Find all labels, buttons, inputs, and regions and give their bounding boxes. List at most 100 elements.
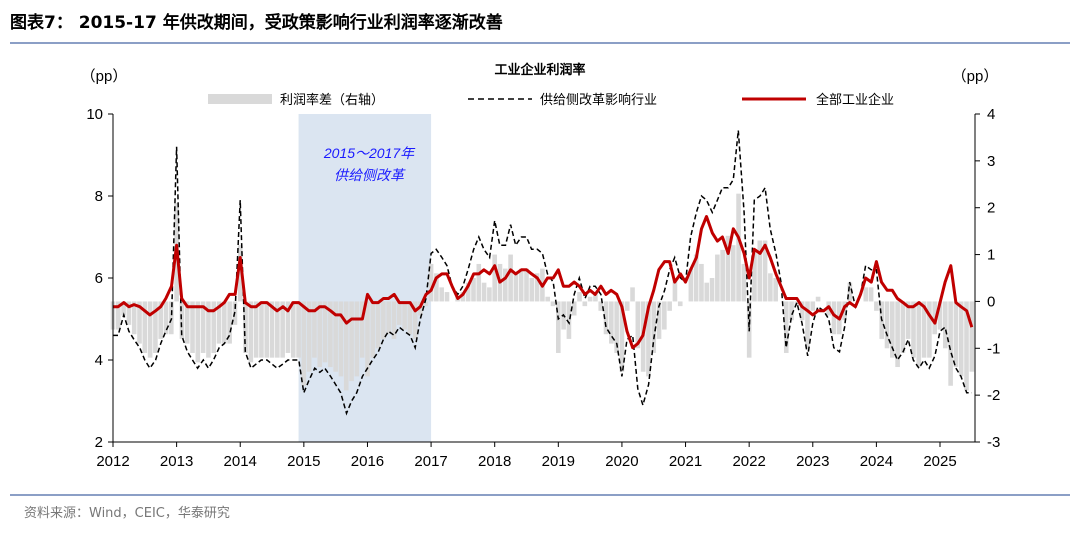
diff-bar bbox=[921, 301, 927, 358]
diff-bar bbox=[741, 263, 747, 302]
diff-bar bbox=[206, 301, 211, 358]
diff-bar bbox=[874, 301, 879, 311]
right-tick-label: 2 bbox=[987, 200, 995, 217]
diff-bar bbox=[444, 292, 450, 302]
diff-bar bbox=[630, 287, 635, 302]
diff-bar bbox=[805, 301, 810, 349]
diff-bar bbox=[582, 301, 588, 307]
right-tick-label: 1 bbox=[987, 247, 995, 264]
diff-bar bbox=[163, 301, 169, 335]
diff-bar bbox=[264, 301, 270, 358]
legend-label-all: 全部工业企业 bbox=[816, 92, 894, 107]
diff-bar bbox=[916, 301, 922, 368]
diff-bar bbox=[407, 301, 413, 335]
diff-bar bbox=[651, 301, 657, 353]
diff-bar bbox=[285, 301, 291, 353]
bottom-rule bbox=[10, 494, 1070, 496]
diff-bar bbox=[121, 301, 126, 316]
diff-bar bbox=[783, 301, 789, 353]
diff-bar bbox=[471, 278, 476, 302]
legend: 利润率差（右轴） 供给侧改革影响行业 全部工业企业 bbox=[208, 92, 894, 107]
bars-layer bbox=[110, 193, 975, 391]
x-tick-label: 2017 bbox=[414, 453, 447, 470]
diff-bar bbox=[503, 268, 508, 302]
diff-bar bbox=[789, 301, 794, 321]
diff-bar bbox=[333, 301, 338, 372]
diff-bar bbox=[306, 301, 312, 372]
diff-bar bbox=[216, 301, 222, 344]
diff-bar bbox=[381, 301, 386, 339]
diff-bar bbox=[593, 292, 598, 302]
left-unit-label: （pp） bbox=[81, 68, 128, 85]
diff-bar bbox=[243, 301, 248, 353]
diff-bar bbox=[375, 301, 381, 349]
highlight-layer bbox=[298, 114, 432, 442]
diff-bar bbox=[147, 301, 153, 358]
legend-label-supply: 供给侧改革影响行业 bbox=[540, 92, 657, 107]
diff-bar bbox=[428, 263, 434, 302]
diff-bar bbox=[359, 301, 365, 358]
diff-bar bbox=[704, 282, 710, 302]
diff-bar bbox=[609, 301, 614, 344]
diff-bar bbox=[370, 301, 376, 358]
diff-bar bbox=[116, 301, 121, 330]
diff-bar bbox=[969, 301, 975, 372]
diff-bar bbox=[688, 268, 694, 302]
diff-bar bbox=[423, 301, 429, 307]
diff-bar bbox=[296, 301, 301, 358]
diff-bar bbox=[391, 301, 397, 339]
diff-bar bbox=[222, 301, 227, 344]
diff-bar bbox=[587, 296, 593, 302]
highlight-band bbox=[298, 114, 432, 442]
diff-bar bbox=[556, 301, 561, 353]
diff-bar bbox=[799, 301, 805, 321]
diff-bar bbox=[752, 249, 757, 302]
diff-bar bbox=[253, 301, 259, 358]
diff-bar bbox=[195, 301, 201, 363]
legend-label-diff: 利润率差（右轴） bbox=[280, 92, 384, 107]
top-rule bbox=[10, 42, 1070, 44]
left-tick-label: 10 bbox=[86, 106, 103, 123]
diff-bar bbox=[598, 301, 604, 311]
all-industrial-line bbox=[113, 215, 974, 350]
diff-bar bbox=[884, 301, 890, 349]
diff-bar bbox=[492, 254, 497, 302]
diff-bar bbox=[439, 287, 444, 302]
x-tick-label: 2023 bbox=[796, 453, 829, 470]
diff-bar bbox=[465, 282, 471, 302]
diff-bar bbox=[831, 301, 837, 335]
diff-bar bbox=[365, 301, 370, 377]
diff-bar bbox=[900, 301, 906, 353]
diff-bar bbox=[338, 301, 344, 377]
left-tick-label: 8 bbox=[95, 188, 103, 205]
supply-side-line bbox=[113, 130, 972, 416]
diff-bar bbox=[571, 301, 577, 316]
right-tick-label: -2 bbox=[987, 387, 1000, 404]
diff-bar bbox=[842, 301, 847, 321]
x-tick-label: 2019 bbox=[542, 453, 575, 470]
diff-bar bbox=[354, 301, 360, 377]
right-tick-label: 4 bbox=[987, 106, 995, 123]
diff-bar bbox=[169, 301, 174, 335]
x-tick-label: 2022 bbox=[732, 453, 765, 470]
diff-bar bbox=[248, 301, 254, 363]
diff-bar bbox=[280, 301, 285, 358]
x-tick-label: 2025 bbox=[923, 453, 956, 470]
diff-bar bbox=[481, 282, 487, 302]
diff-bar bbox=[269, 301, 275, 358]
diff-bar bbox=[810, 301, 816, 311]
figure-title: 图表7： 2015-17 年供改期间，受政策影响行业利润率逐渐改善 bbox=[10, 13, 503, 33]
diff-bar bbox=[619, 301, 625, 372]
diff-bar bbox=[131, 301, 137, 335]
diff-bar bbox=[184, 301, 190, 344]
diff-bar bbox=[889, 301, 895, 358]
diff-bar bbox=[142, 301, 148, 353]
x-tick-label: 2018 bbox=[478, 453, 511, 470]
diff-bar bbox=[905, 301, 911, 339]
diff-bar bbox=[386, 301, 391, 335]
diff-bar bbox=[259, 301, 264, 358]
diff-bar bbox=[757, 240, 763, 302]
x-tick-label: 2012 bbox=[96, 453, 129, 470]
legend-swatch-diff bbox=[208, 94, 272, 104]
diff-bar bbox=[656, 301, 662, 339]
